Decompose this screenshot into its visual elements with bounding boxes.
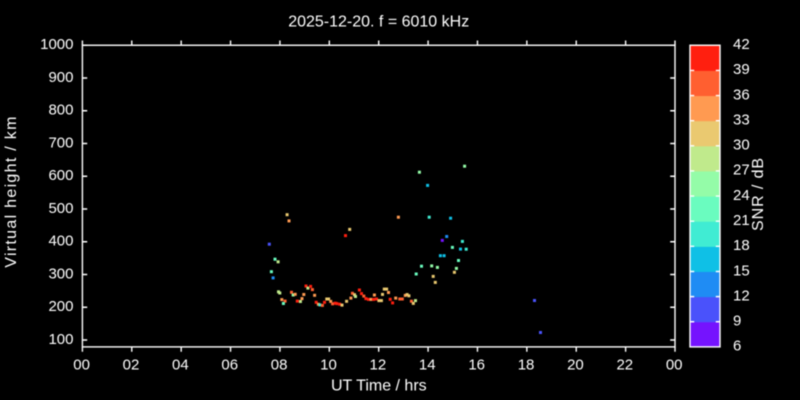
- svg-text:06: 06: [221, 357, 238, 374]
- svg-text:08: 08: [271, 357, 288, 374]
- svg-text:36: 36: [733, 86, 750, 103]
- svg-text:18: 18: [518, 357, 535, 374]
- svg-text:Virtual height / km: Virtual height / km: [3, 115, 20, 267]
- svg-text:14: 14: [419, 357, 436, 374]
- svg-text:6: 6: [733, 338, 741, 355]
- svg-text:42: 42: [733, 36, 750, 53]
- svg-text:500: 500: [48, 200, 73, 217]
- svg-text:10: 10: [320, 357, 337, 374]
- svg-text:300: 300: [48, 265, 73, 282]
- svg-text:21: 21: [733, 212, 750, 229]
- svg-text:33: 33: [733, 111, 750, 128]
- svg-text:00: 00: [73, 357, 90, 374]
- svg-text:22: 22: [616, 357, 633, 374]
- svg-text:02: 02: [123, 357, 140, 374]
- svg-text:1000: 1000: [40, 36, 73, 53]
- svg-text:900: 900: [48, 69, 73, 86]
- svg-text:700: 700: [48, 134, 73, 151]
- svg-text:100: 100: [48, 331, 73, 348]
- svg-text:12: 12: [370, 357, 387, 374]
- svg-text:12: 12: [733, 287, 750, 304]
- svg-text:24: 24: [733, 187, 750, 204]
- svg-text:600: 600: [48, 167, 73, 184]
- svg-text:400: 400: [48, 233, 73, 250]
- svg-text:SNR / dB: SNR / dB: [750, 157, 767, 231]
- svg-text:00: 00: [666, 357, 683, 374]
- svg-text:15: 15: [733, 262, 750, 279]
- svg-text:18: 18: [733, 237, 750, 254]
- svg-text:200: 200: [48, 298, 73, 315]
- svg-text:800: 800: [48, 102, 73, 119]
- svg-text:2025-12-20. f = 6010 kHz: 2025-12-20. f = 6010 kHz: [288, 14, 469, 31]
- svg-text:9: 9: [733, 313, 741, 330]
- svg-text:27: 27: [733, 162, 750, 179]
- svg-text:30: 30: [733, 137, 750, 154]
- svg-text:39: 39: [733, 61, 750, 78]
- svg-text:16: 16: [468, 357, 485, 374]
- svg-text:20: 20: [567, 357, 584, 374]
- svg-text:04: 04: [172, 357, 189, 374]
- svg-text:UT Time / hrs: UT Time / hrs: [331, 378, 427, 395]
